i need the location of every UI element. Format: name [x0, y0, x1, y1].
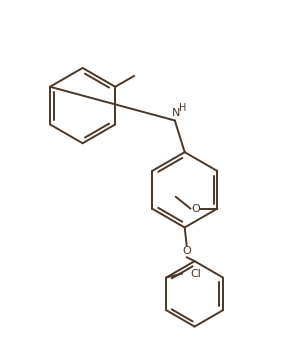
Text: Cl: Cl	[191, 268, 201, 278]
Text: H: H	[179, 103, 186, 113]
Text: N: N	[171, 107, 180, 118]
Text: O: O	[182, 246, 191, 256]
Text: O: O	[191, 203, 200, 214]
